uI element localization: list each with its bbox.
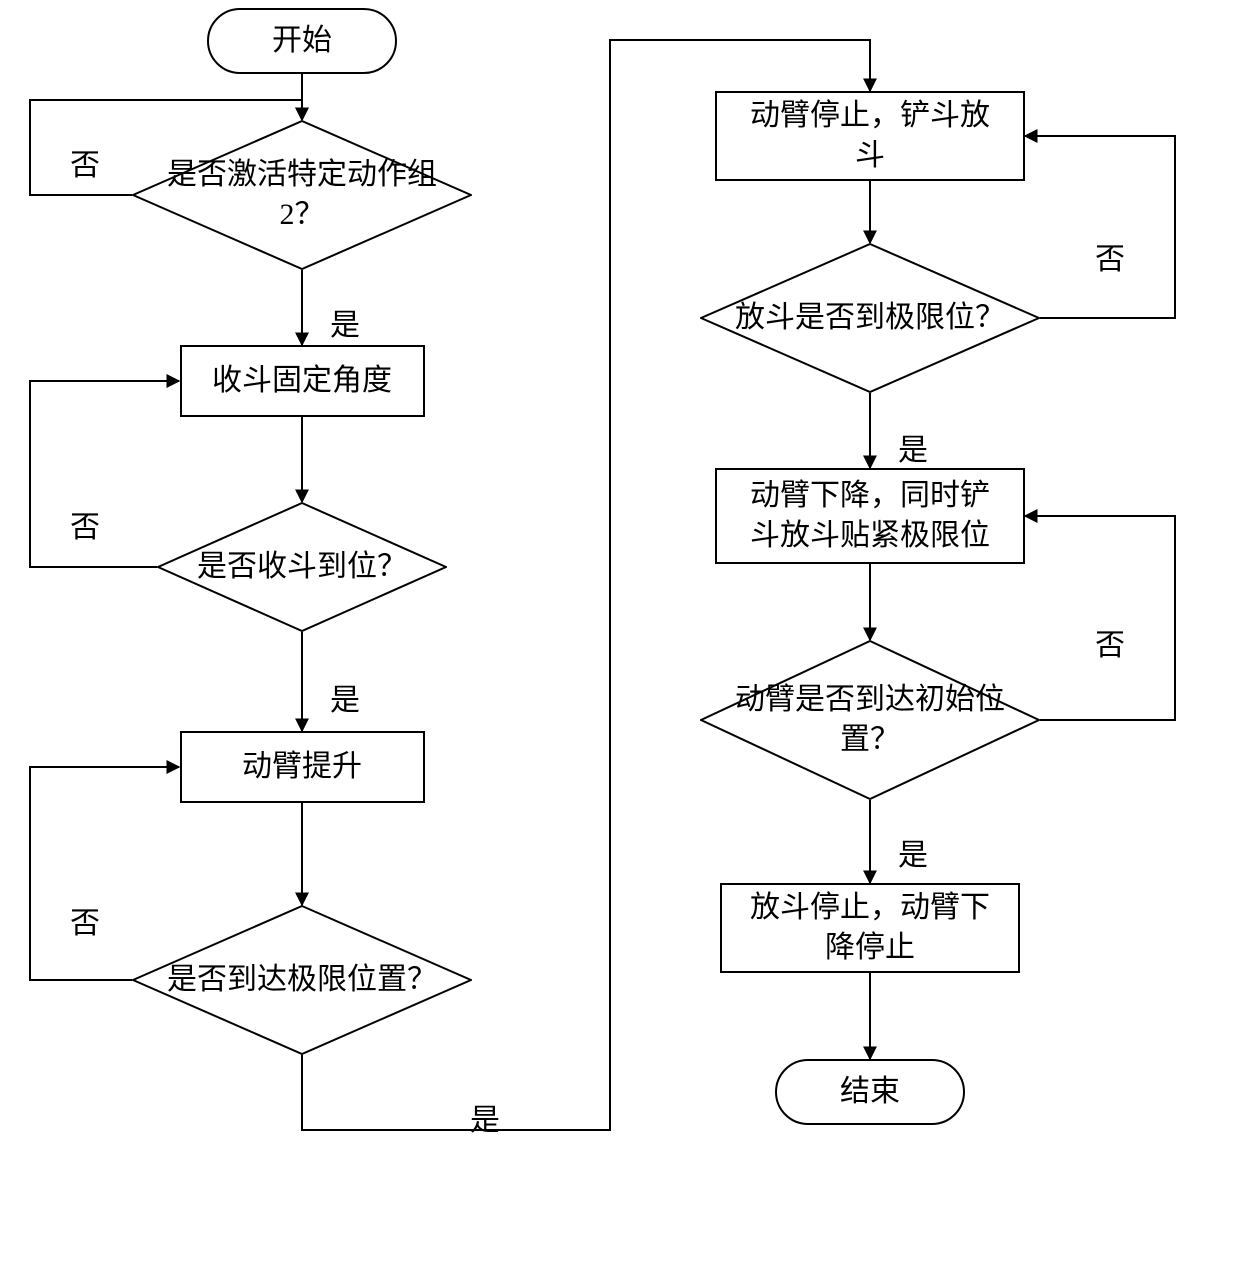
node-start: 开始	[207, 8, 397, 74]
node-p2: 动臂提升	[180, 731, 425, 803]
edge-label: 是	[330, 300, 360, 344]
flowchart-canvas: 开始是否激活特定动作组 2？ 收斗固定角度是否收斗到位？ 动臂提升是否到达极限位置？…	[0, 0, 1240, 1263]
node-d2: 是否收斗到位？	[157, 502, 447, 632]
edge-d4-p3	[1025, 136, 1175, 318]
edge-label: 否	[70, 898, 100, 942]
node-p5: 放斗停止，动臂下 降停止	[720, 883, 1020, 973]
edge-label: 否	[1095, 620, 1125, 664]
node-d3: 是否到达极限位置？	[132, 905, 472, 1055]
node-p3: 动臂停止，铲斗放 斗	[715, 91, 1025, 181]
node-label: 结束	[832, 1072, 908, 1113]
edge-label: 否	[1095, 234, 1125, 278]
node-label: 是否收斗到位？	[189, 547, 415, 588]
node-end: 结束	[775, 1059, 965, 1125]
node-label: 动臂是否到达初始位 置？	[727, 680, 1013, 761]
edge-label: 是	[898, 425, 928, 469]
node-p1: 收斗固定角度	[180, 345, 425, 417]
edge-label: 否	[70, 502, 100, 546]
edge-label: 是	[898, 830, 928, 874]
edge-label: 是	[330, 675, 360, 719]
node-label: 动臂停止，铲斗放 斗	[742, 96, 998, 177]
edge-label: 否	[70, 140, 100, 184]
node-d5: 动臂是否到达初始位 置？	[700, 640, 1040, 800]
node-d1: 是否激活特定动作组 2？	[132, 120, 472, 270]
node-p4: 动臂下降，同时铲 斗放斗贴紧极限位	[715, 468, 1025, 564]
node-d4: 放斗是否到极限位？	[700, 243, 1040, 393]
node-label: 放斗停止，动臂下 降停止	[742, 888, 998, 969]
edge-d5-p4	[1025, 516, 1175, 720]
node-label: 是否到达极限位置？	[159, 960, 445, 1001]
node-label: 动臂下降，同时铲 斗放斗贴紧极限位	[742, 476, 998, 557]
node-label: 开始	[264, 21, 340, 62]
node-label: 是否激活特定动作组 2？	[159, 155, 445, 236]
node-label: 收斗固定角度	[204, 361, 400, 402]
edge-label: 是	[470, 1095, 500, 1139]
node-label: 动臂提升	[234, 747, 370, 788]
node-label: 放斗是否到极限位？	[727, 298, 1013, 339]
